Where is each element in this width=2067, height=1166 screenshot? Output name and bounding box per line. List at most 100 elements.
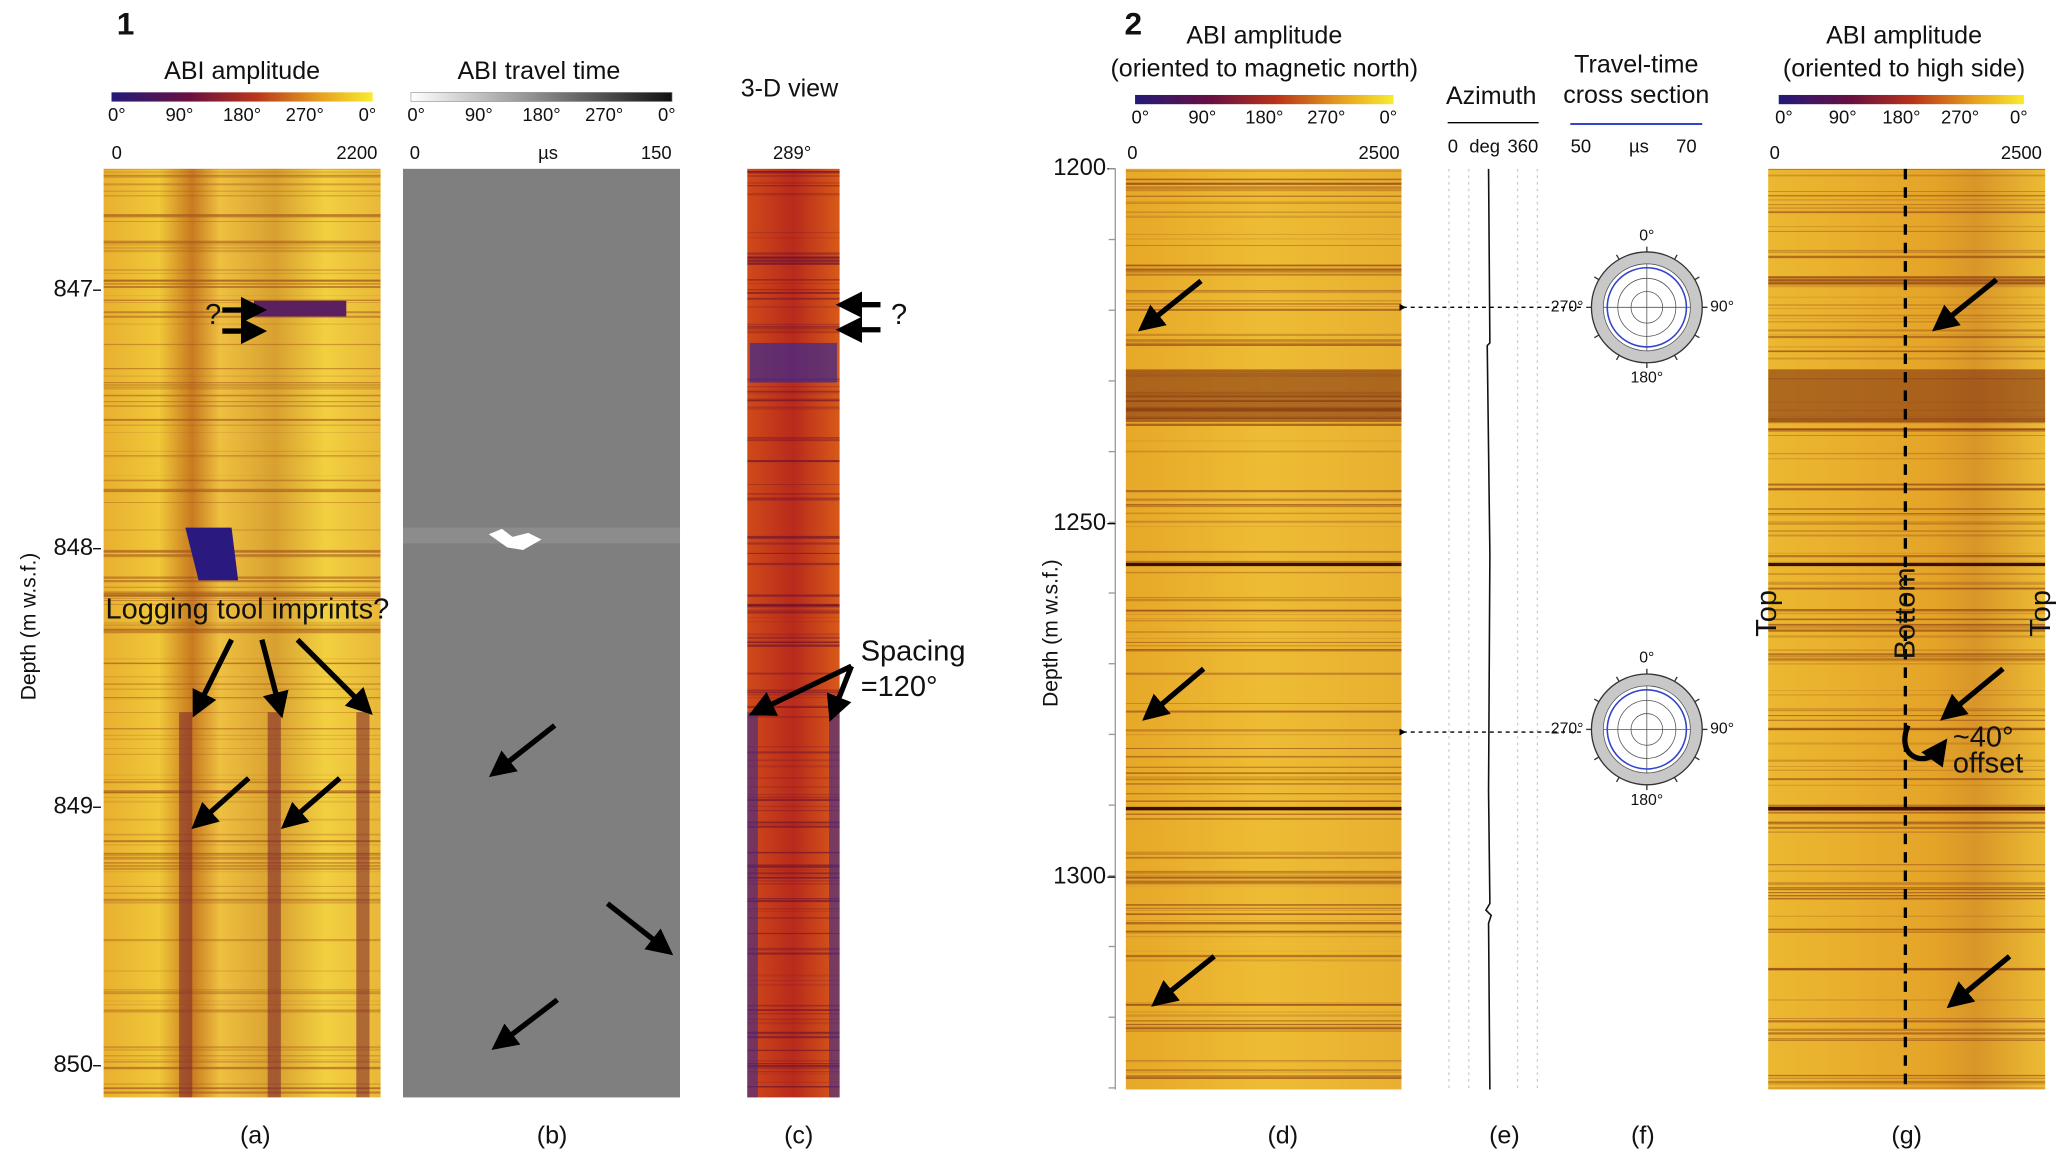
polar-tick [1593,276,1600,281]
polar-tick [1673,254,1678,260]
azimuth-log [1484,168,1493,1090]
polar-tick [1694,698,1700,703]
annotation: ~40° [1953,721,2014,753]
side-label: Top [2025,590,2057,637]
polar-tick [1673,777,1678,783]
feature [253,300,347,317]
scale-min: 0 [1770,142,1780,163]
scale-unit: deg [1469,136,1500,157]
caption: (a) [240,1122,271,1150]
colorbar [1135,94,1394,105]
cross-section [1606,689,1688,770]
polar-label: 180° [1630,370,1663,387]
arrow [295,637,373,715]
cross-section [1606,266,1688,348]
panel-subtitle: cross section [1563,81,1709,109]
annotation: ? [891,299,907,331]
colorbar-label: 270° [286,104,324,125]
colorbar-label: 0° [108,104,126,125]
caption: (b) [537,1122,568,1150]
polar-label: 270° [1551,721,1584,738]
arrow [259,639,289,719]
polar-tick [1673,354,1678,361]
dark-band [1125,369,1402,423]
colorbar-label: 180° [1882,107,1920,128]
polar-label: 0° [1639,227,1654,244]
annotation: Logging tool imprints? [106,593,390,625]
scale-max: 360 [1507,136,1538,157]
scale-unit: µs [1629,136,1649,157]
colorbar [410,92,673,102]
polar-label: 90° [1710,298,1734,315]
colorbar-label: 0° [1379,107,1397,128]
arrow [1151,954,1216,1007]
polar-label: 270° [1551,298,1584,315]
arrow [1940,666,2005,721]
colorbar-label: 0° [658,104,676,125]
depth-tick-label: 850 [53,1052,93,1078]
polar-tick [1694,756,1700,761]
arrow [1142,666,1206,721]
colorbar-label: 0° [2010,107,2028,128]
panel-title: ABI travel time [457,57,620,85]
image-b [403,168,681,1098]
panel-title: Azimuth [1446,82,1536,110]
scale-min: 0 [112,142,122,163]
colorbar-label: 180° [522,104,560,125]
annotation: Spacing [861,636,966,668]
axis-label: Depth (m w.s.f.) [17,553,40,701]
panel-subtitle: (oriented to high side) [1783,55,2025,83]
colorbar-label: 0° [407,104,425,125]
polar-tick [1615,676,1620,682]
feature [747,712,758,1098]
colorbar-label: 180° [223,104,261,125]
polar-tick [1593,334,1600,339]
arrow [192,638,234,718]
feature [829,712,840,1098]
image-c [747,168,840,1098]
arrow [488,723,557,778]
scale-unit: µs [538,142,558,163]
scale-max: 2200 [336,142,377,163]
image-d [1125,168,1402,1090]
side-label: Top [1751,590,1783,637]
depth-tick-label: 848 [53,535,93,561]
azimuth: 289° [773,142,811,163]
arrow [191,776,251,830]
colorbar-label: 270° [1307,107,1345,128]
colorbar-label: 0° [1132,107,1150,128]
arrow [1946,954,2012,1009]
polar-tick [1593,756,1600,761]
caption: (e) [1489,1122,1520,1150]
feature [403,527,681,544]
side-label: Bottom [1889,567,1921,659]
caption: (g) [1891,1122,1922,1150]
depth-tick-label: 1250 [1053,510,1106,536]
polar-label: 0° [1639,649,1654,666]
imprint [179,712,193,1098]
polar-label: 90° [1710,721,1734,738]
feature [749,342,837,383]
colorbar [111,92,373,102]
colorbar-label: 0° [359,104,377,125]
panel-title: ABI amplitude [1826,22,1982,50]
colorbar-label: 270° [585,104,623,125]
colorbar-label: 90° [1829,107,1857,128]
arrow [748,663,853,716]
colorbar-label: 90° [1188,107,1216,128]
colorbar [1778,94,2025,105]
annotation: ? [205,299,221,331]
scale-max: 150 [641,142,672,163]
colorbar-label: 270° [1941,107,1979,128]
polar-label: 180° [1630,792,1663,809]
polar-tick [1615,354,1620,361]
panel-title: ABI amplitude [1186,22,1342,50]
arrow [491,997,559,1051]
scale-max: 2500 [1359,142,1400,163]
colorbar-label: 0° [1775,107,1793,128]
panel-title: 3-D view [741,74,839,102]
polar-tick [1673,676,1678,682]
depth-tick-label: 847 [53,276,93,302]
scale-min: 0 [1127,142,1137,163]
